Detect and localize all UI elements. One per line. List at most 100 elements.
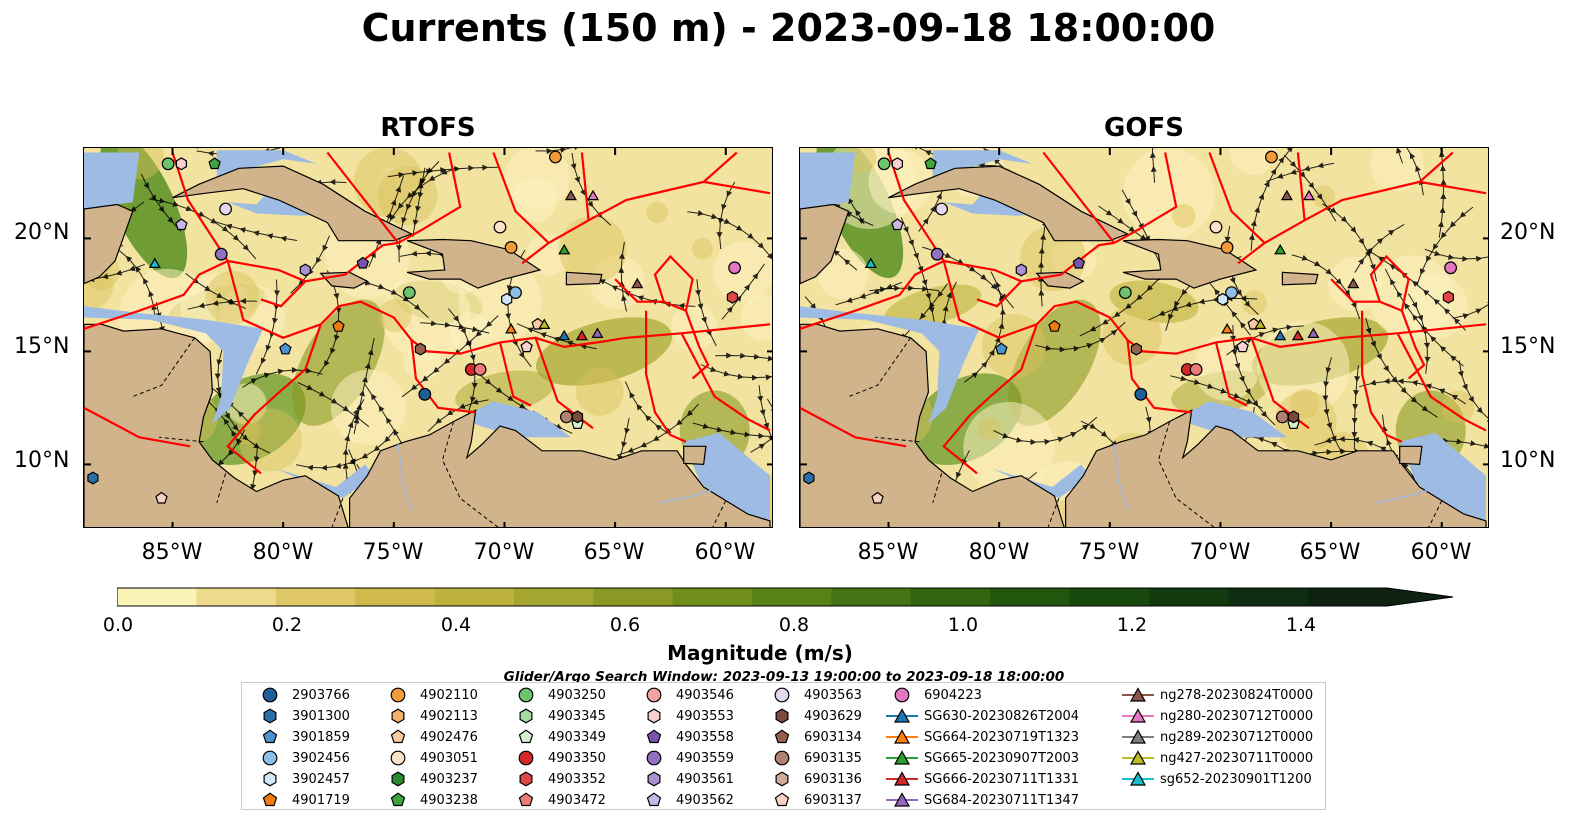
legend-pentagon-icon (646, 729, 662, 744)
legend-pentagon-icon (646, 792, 662, 807)
legend-hexagon-icon (263, 708, 277, 724)
legend-entry: 4902110 (382, 685, 478, 705)
colorbar-tick: 0.8 (778, 614, 810, 636)
legend-circle-icon (262, 687, 278, 703)
rtofs-map[interactable] (83, 147, 773, 528)
legend-triangle-icon (886, 792, 918, 807)
legend-pentagon-icon (262, 792, 278, 807)
lon-label-75w-gofs: 75°W (1078, 540, 1140, 565)
legend-triangle-icon (886, 771, 918, 786)
lon-label-65w-gofs: 65°W (1299, 540, 1361, 565)
legend-circle-icon (390, 750, 406, 766)
lon-label-85w-gofs: 85°W (857, 540, 919, 565)
legend-label: 2903766 (292, 687, 350, 703)
legend-triangle-icon (1122, 750, 1154, 765)
legend-entry: 4903238 (382, 790, 478, 810)
legend-entry: 3901859 (254, 727, 350, 747)
legend-circle-icon (518, 750, 534, 766)
lat-label-10n-right: 10°N (1500, 448, 1556, 473)
gofs-map[interactable] (799, 147, 1489, 528)
colorbar-tick: 1.0 (947, 614, 979, 636)
lat-label-15n-right: 15°N (1500, 334, 1556, 359)
legend-label: 6903134 (804, 729, 862, 745)
legend-label: 6903135 (804, 750, 862, 766)
legend-label: 6903136 (804, 771, 862, 787)
lon-label-70w-gofs: 70°W (1189, 540, 1251, 565)
legend-entry: 4903563 (766, 685, 862, 705)
legend-pentagon-icon (262, 729, 278, 744)
lon-label-80w-gofs: 80°W (968, 540, 1030, 565)
legend-label: 4903250 (548, 687, 606, 703)
colorbar-tick: 1.4 (1285, 614, 1317, 636)
legend-label: SG630-20230826T2004 (924, 708, 1080, 724)
legend-label: 4903561 (676, 771, 734, 787)
legend-label: 4903051 (420, 750, 478, 766)
legend-label: 4902110 (420, 687, 478, 703)
legend-entry: ng289-20230712T0000 (1122, 727, 1313, 747)
legend-hexagon-icon (519, 708, 533, 724)
legend-label: 4903546 (676, 687, 734, 703)
legend-triangle-icon (1122, 771, 1154, 786)
lon-label-75w-rtofs: 75°W (362, 540, 424, 565)
legend-label: 4903558 (676, 729, 734, 745)
legend-triangle-icon (1122, 729, 1154, 744)
legend-entry: 4903546 (638, 685, 734, 705)
legend-label: 4903237 (420, 771, 478, 787)
lat-label-20n-left: 20°N (14, 220, 70, 245)
legend-entry: SG665-20230907T2003 (886, 748, 1079, 768)
colorbar-tick: 1.2 (1116, 614, 1148, 636)
magnitude-colorbar (117, 587, 1454, 607)
colorbar-tick: 0.0 (102, 614, 134, 636)
legend-triangle-icon (1122, 708, 1154, 723)
legend: 2903766 3901300 3901859 3902456 3902457 49017… (241, 682, 1326, 810)
legend-triangle-icon (886, 750, 918, 765)
legend-label: 3902456 (292, 750, 350, 766)
lon-label-85w-rtofs: 85°W (141, 540, 203, 565)
legend-label: 3901859 (292, 729, 350, 745)
legend-entry: 4903472 (510, 790, 606, 810)
legend-label: SG684-20230711T1347 (924, 792, 1080, 808)
legend-circle-icon (390, 687, 406, 703)
lat-label-10n-left: 10°N (14, 448, 70, 473)
legend-pentagon-icon (518, 729, 534, 744)
legend-entry: 4903345 (510, 706, 606, 726)
legend-label: 4902113 (420, 708, 478, 724)
legend-label: 4903629 (804, 708, 862, 724)
search-window-caption: Glider/Argo Search Window: 2023-09-13 19… (503, 669, 1065, 685)
legend-entry: SG684-20230711T1347 (886, 790, 1079, 810)
legend-label: SG666-20230711T1331 (924, 771, 1080, 787)
legend-pentagon-icon (518, 792, 534, 807)
legend-label: 4903562 (676, 792, 734, 808)
rtofs-panel-title: RTOFS (380, 113, 476, 143)
legend-triangle-icon (886, 729, 918, 744)
legend-entry: 4903350 (510, 748, 606, 768)
legend-circle-icon (518, 687, 534, 703)
legend-entry: 4903558 (638, 727, 734, 747)
legend-label: 4903472 (548, 792, 606, 808)
legend-label: ng427-20230711T0000 (1160, 750, 1314, 766)
legend-hexagon-icon (775, 708, 789, 724)
legend-label: 3902457 (292, 771, 350, 787)
legend-label: 4903350 (548, 750, 606, 766)
legend-entry: 2903766 (254, 685, 350, 705)
legend-circle-icon (646, 687, 662, 703)
legend-label: 3901300 (292, 708, 350, 724)
legend-label: ng278-20230824T0000 (1160, 687, 1314, 703)
legend-entry: 6904223 (886, 685, 982, 705)
legend-entry: 4903559 (638, 748, 734, 768)
legend-entry: ng278-20230824T0000 (1122, 685, 1313, 705)
legend-label: sg652-20230901T1200 (1160, 771, 1312, 787)
legend-label: 4903553 (676, 708, 734, 724)
legend-hexagon-icon (391, 708, 405, 724)
lat-label-20n-right: 20°N (1500, 220, 1556, 245)
legend-pentagon-icon (774, 792, 790, 807)
legend-entry: 4903629 (766, 706, 862, 726)
legend-label: 6903137 (804, 792, 862, 808)
legend-hexagon-icon (647, 771, 661, 787)
legend-entry: 4903237 (382, 769, 478, 789)
legend-label: 4903352 (548, 771, 606, 787)
legend-hexagon-icon (647, 708, 661, 724)
legend-label: 4903238 (420, 792, 478, 808)
legend-entry: 3902456 (254, 748, 350, 768)
legend-entry: 4903250 (510, 685, 606, 705)
